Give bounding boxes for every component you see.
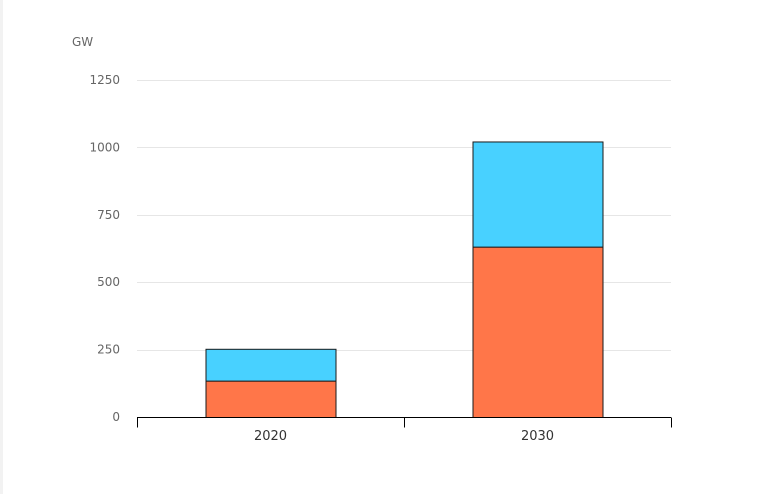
left-edge-strip xyxy=(0,0,3,494)
y-tick-label: 1250 xyxy=(89,73,120,87)
y-axis-unit-label: GW xyxy=(72,35,93,49)
bar-2020-segment-2 xyxy=(205,348,337,382)
bar-2020-segment-1 xyxy=(205,380,337,419)
y-axis-tick-labels: 0 250 500 750 1000 1250 xyxy=(89,73,120,424)
bar-2030-segment-2 xyxy=(472,141,604,248)
y-tick-label: 1000 xyxy=(89,140,120,154)
y-tick-label: 750 xyxy=(97,208,120,222)
x-tick-label: 2030 xyxy=(521,429,554,444)
y-tick-label: 0 xyxy=(112,410,120,424)
x-axis xyxy=(137,417,672,428)
x-axis-tick-labels: 2020 2030 xyxy=(254,429,554,444)
bars xyxy=(205,141,604,419)
y-tick-label: 500 xyxy=(97,275,120,289)
bar-2030-segment-1 xyxy=(472,246,604,418)
y-tick-label: 250 xyxy=(97,343,120,357)
x-tick-label: 2020 xyxy=(254,429,287,444)
